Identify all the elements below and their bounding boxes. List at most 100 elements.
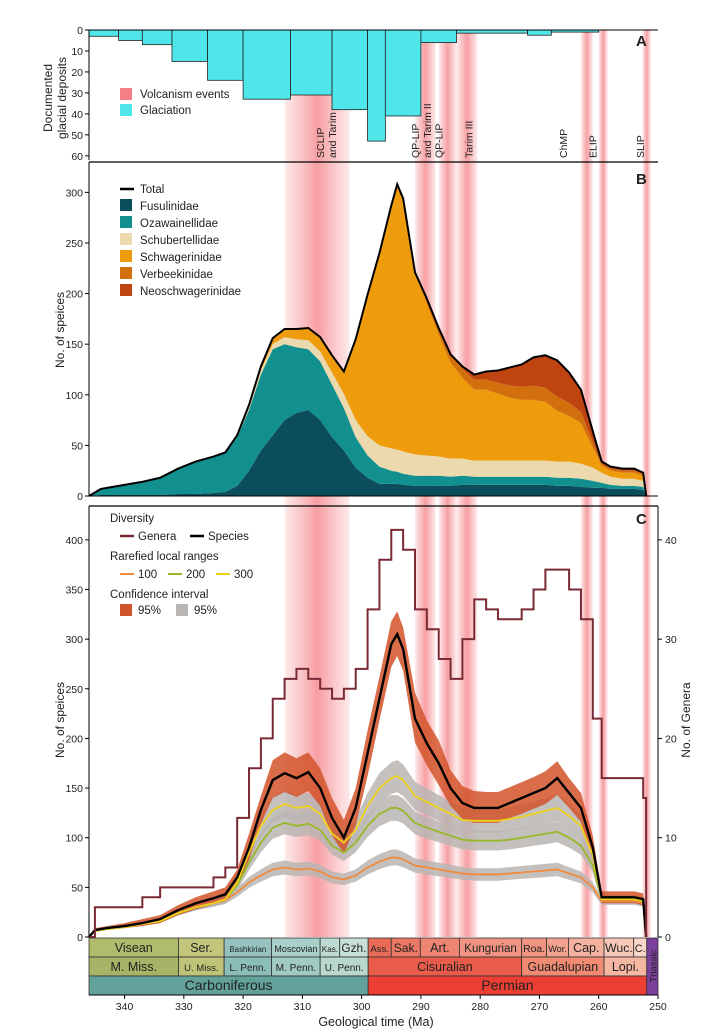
x-axis-label: Geological time (Ma) bbox=[318, 1015, 433, 1029]
y-tick-label-right: 10 bbox=[665, 833, 677, 845]
genera-line bbox=[89, 528, 648, 938]
glaciation-bar bbox=[331, 29, 368, 111]
legend-label-schwagerinidae: Schwagerinidae bbox=[140, 252, 222, 264]
x-tick-label: 300 bbox=[353, 1001, 371, 1013]
panel-b-ylabel: No. of speices bbox=[53, 292, 67, 368]
event-label: Tarim III bbox=[463, 121, 475, 158]
volcanism-band bbox=[642, 30, 651, 937]
y-tick-label: 350 bbox=[65, 585, 83, 597]
event-label: QP-LIP bbox=[410, 124, 422, 158]
event-label: and Tarim bbox=[327, 112, 339, 158]
y-tick-label: 300 bbox=[65, 634, 83, 646]
y-tick-label: 0 bbox=[77, 491, 83, 503]
y-tick-label: 50 bbox=[71, 130, 83, 142]
glaciation-bars bbox=[88, 29, 600, 142]
timescale-label: L. Penn. bbox=[229, 963, 266, 974]
panel-a-legend: Volcanism events Glaciation bbox=[120, 88, 230, 117]
legend-label-total: Total bbox=[140, 184, 164, 196]
x-tick-label: 320 bbox=[234, 1001, 252, 1013]
panel-c: 0 50 100 150 200 250 300 350 400 0 10 20 30 40 No. o… bbox=[53, 505, 693, 944]
event-label: ELIP bbox=[588, 135, 600, 158]
diversity-series bbox=[88, 528, 648, 938]
legend-r300-label: 300 bbox=[234, 569, 253, 581]
y-tick-label: 50 bbox=[71, 882, 83, 894]
event-label: ChMP bbox=[558, 129, 570, 158]
timescale-label: Visean bbox=[115, 941, 153, 955]
legend-species-label: Species bbox=[208, 531, 249, 543]
x-tick-label: 310 bbox=[294, 1001, 312, 1013]
species-ci bbox=[89, 611, 647, 937]
timescale-label: Moscovian bbox=[274, 944, 317, 954]
legend-ci-title: Confidence interval bbox=[110, 589, 208, 601]
legend-swatch-ozawainellidae bbox=[120, 216, 132, 228]
timescale-label: Kungurian bbox=[464, 943, 517, 955]
y-tick-label: 400 bbox=[65, 535, 83, 547]
y-tick-label: 150 bbox=[65, 783, 83, 795]
legend-volcanism-label: Volcanism events bbox=[140, 89, 230, 101]
glaciation-bar bbox=[171, 29, 208, 62]
event-label: and Tarim II bbox=[422, 103, 434, 158]
y-tick-label: 150 bbox=[65, 339, 83, 351]
species-line bbox=[88, 631, 648, 938]
panel-c-ylabel-left: No. of speices bbox=[53, 682, 67, 758]
timescale-label: Lopi. bbox=[612, 960, 639, 974]
y-tick-label: 60 bbox=[71, 151, 83, 163]
legend-label-schubertellidae: Schubertellidae bbox=[140, 235, 219, 247]
y-tick-label-right: 0 bbox=[665, 932, 671, 944]
x-axis: 340 330 320 310 300 290 280 270 260 250 bbox=[89, 994, 667, 1013]
timescale-label: Ser. bbox=[190, 941, 212, 955]
glaciation-bar bbox=[242, 29, 291, 100]
rarefied-line-300 bbox=[88, 775, 648, 938]
legend-label-neoschwagerinidae: Neoschwagerinidae bbox=[140, 286, 241, 298]
y-tick-label: 0 bbox=[77, 25, 83, 37]
timescale-label: M. Penn. bbox=[276, 963, 316, 974]
legend-diversity-title: Diversity bbox=[110, 513, 154, 525]
y-tick-label: 40 bbox=[71, 109, 83, 121]
y-tick-label: 300 bbox=[65, 187, 83, 199]
timescale-label: U. Penn. bbox=[325, 963, 364, 974]
legend-swatch-verbeekinidae bbox=[120, 267, 132, 279]
panel-b-legend: Total Fusulinidae Ozawainellidae Schubertel… bbox=[120, 184, 241, 298]
y-tick-label-right: 20 bbox=[665, 733, 677, 745]
y-tick-label: 200 bbox=[65, 733, 83, 745]
y-tick-label-right: 30 bbox=[665, 634, 677, 646]
rarefied-ci-100 bbox=[89, 849, 647, 937]
timescale-label: Kas. bbox=[322, 945, 338, 954]
y-tick-label: 100 bbox=[65, 833, 83, 845]
legend-label-ozawainellidae: Ozawainellidae bbox=[140, 218, 218, 230]
glaciation-bar bbox=[118, 29, 143, 41]
y-tick-label: 100 bbox=[65, 390, 83, 402]
timescale-triassic-label: Triassic bbox=[648, 950, 659, 983]
legend-rarefied-title: Rarefied local ranges bbox=[110, 551, 219, 563]
legend-glaciation-label: Glaciation bbox=[140, 105, 191, 117]
area-fusulinidae bbox=[89, 409, 647, 496]
y-tick-label: 10 bbox=[71, 46, 83, 58]
area-schwagerinidae bbox=[89, 184, 647, 496]
timescale-label: U. Miss. bbox=[184, 963, 218, 974]
timescale-label: Art. bbox=[430, 941, 449, 955]
y-tick-label: 50 bbox=[71, 440, 83, 452]
y-tick-label: 200 bbox=[65, 289, 83, 301]
timescale-label: Carboniferous bbox=[185, 977, 273, 993]
legend-r100-label: 100 bbox=[138, 569, 157, 581]
timescale-label: C. bbox=[635, 943, 646, 955]
x-tick-label: 270 bbox=[531, 1001, 549, 1013]
y-tick-label-right: 40 bbox=[665, 535, 677, 547]
glaciation-bar bbox=[420, 29, 457, 43]
panel-a-y-ticks: 0 10 20 30 40 50 60 bbox=[71, 25, 658, 163]
panel-c-legend: Diversity Genera Species Rarefied local … bbox=[110, 513, 253, 617]
y-tick-label: 250 bbox=[65, 684, 83, 696]
x-tick-label: 340 bbox=[116, 1001, 134, 1013]
timescale-label: Cap. bbox=[573, 941, 599, 955]
timescale-label: Wor. bbox=[548, 944, 567, 954]
event-label: QP-LIP bbox=[434, 124, 446, 158]
legend-ci-a-label: 95% bbox=[138, 605, 161, 617]
x-tick-label: 260 bbox=[590, 1001, 608, 1013]
timescale-label: Permian bbox=[481, 977, 533, 993]
glaciation-bar bbox=[527, 29, 552, 36]
timescale-label: Sak. bbox=[394, 941, 418, 955]
legend-ci-b-label: 95% bbox=[194, 605, 217, 617]
legend-ci-rarefied-swatch bbox=[176, 604, 188, 616]
timescale-label: Gzh. bbox=[341, 941, 366, 955]
glaciation-bar bbox=[290, 29, 333, 96]
